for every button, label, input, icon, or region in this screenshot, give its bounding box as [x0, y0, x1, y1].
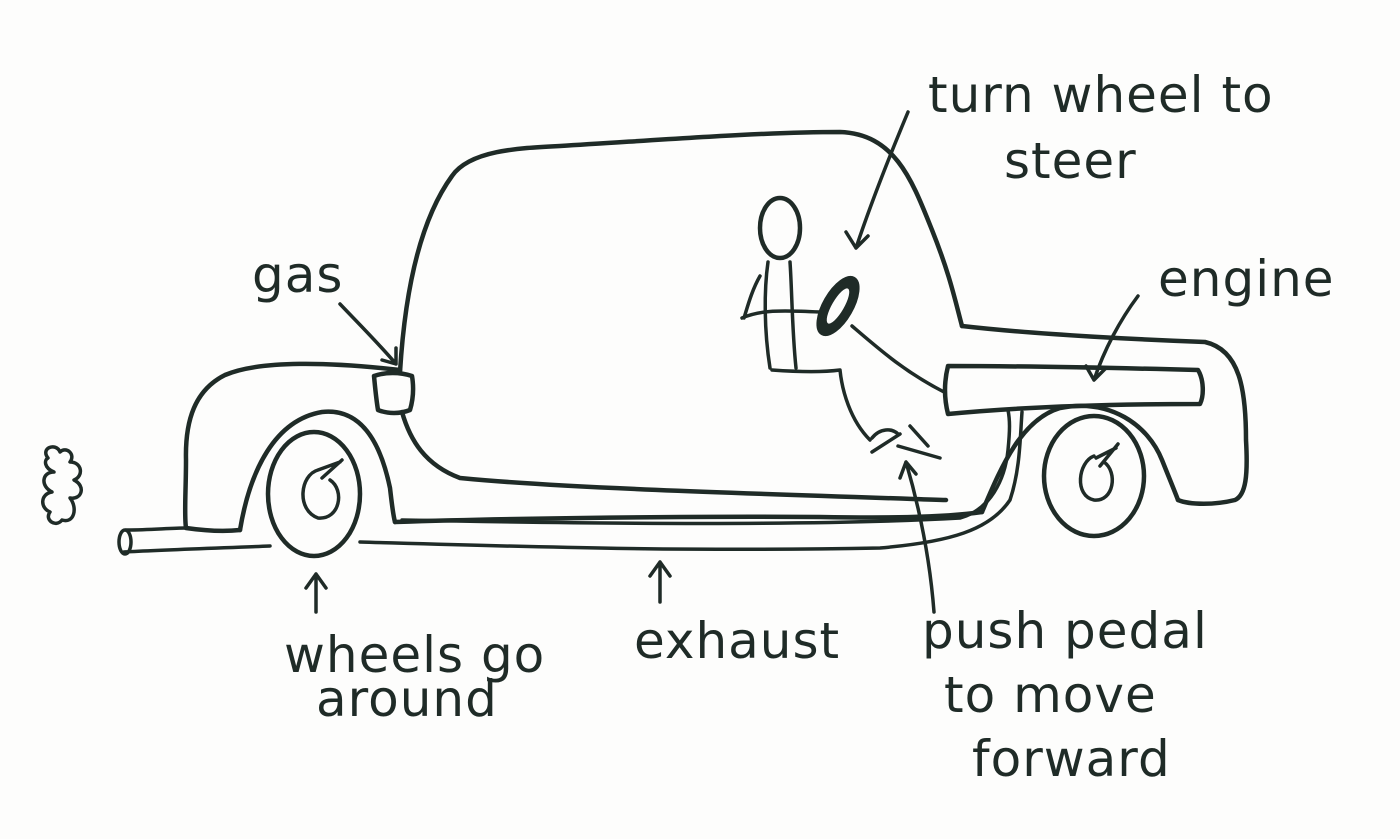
driver-seat [742, 274, 872, 442]
engine-arrow [1084, 294, 1140, 382]
pedal-arrow [898, 460, 936, 614]
exhaust-pipe-lower [122, 410, 1024, 554]
label-turn-wheel-line2: steer [1004, 132, 1137, 190]
driver-body [763, 260, 798, 370]
front-wheel-rotation-arrow [1078, 442, 1120, 502]
exhaust-pipe-upper [124, 526, 188, 532]
gas-arrow [338, 302, 398, 366]
label-gas: gas [252, 246, 343, 304]
front-wheel-tire [1041, 413, 1147, 539]
exhaust-arrow [648, 560, 672, 604]
driver-arm [740, 309, 822, 320]
car-floor-outline [399, 409, 949, 503]
exhaust-smoke [41, 445, 83, 525]
label-pedal-line1: push pedal [922, 602, 1208, 660]
car-sill-outline [392, 509, 985, 525]
car-cabin-outline [397, 129, 965, 375]
front-wheel [1041, 413, 1147, 539]
rear-wheel-rotation-arrow [301, 458, 344, 520]
rear-wheel [265, 429, 363, 559]
engine-block [942, 363, 1205, 417]
gas-tank [371, 370, 416, 416]
gas-pedal [870, 424, 942, 460]
label-pedal-line3: forward [972, 730, 1171, 788]
pedal-linkage [870, 428, 900, 440]
pedal-pad [896, 424, 942, 460]
label-wheels-line2: around [316, 670, 498, 728]
rear-wheel-tire [265, 429, 363, 559]
driver-head [757, 195, 803, 261]
callout-arrows [304, 110, 1140, 614]
label-exhaust: exhaust [634, 612, 840, 670]
pedal-arm [870, 432, 902, 454]
car-rear-outline [182, 361, 403, 534]
exhaust-pipe [41, 408, 1024, 556]
steering-wheel-hub [826, 288, 850, 324]
wheels-arrow [304, 572, 328, 614]
exhaust-tip [117, 528, 133, 556]
steer-arrow [844, 110, 910, 250]
label-pedal-line2: to move [944, 666, 1157, 724]
car-hood-outline [959, 323, 1249, 506]
label-wheels-line1: wheels go [284, 626, 545, 684]
steering-wheel-assembly [816, 275, 946, 394]
label-turn-wheel-line1: turn wheel to [928, 66, 1274, 124]
rear-wheel-arch [237, 409, 398, 533]
car-body [182, 129, 1249, 534]
label-engine: engine [1158, 250, 1335, 308]
steering-column [850, 324, 946, 394]
driver-figure [740, 195, 872, 442]
exhaust-pipe-middle [400, 408, 1012, 526]
